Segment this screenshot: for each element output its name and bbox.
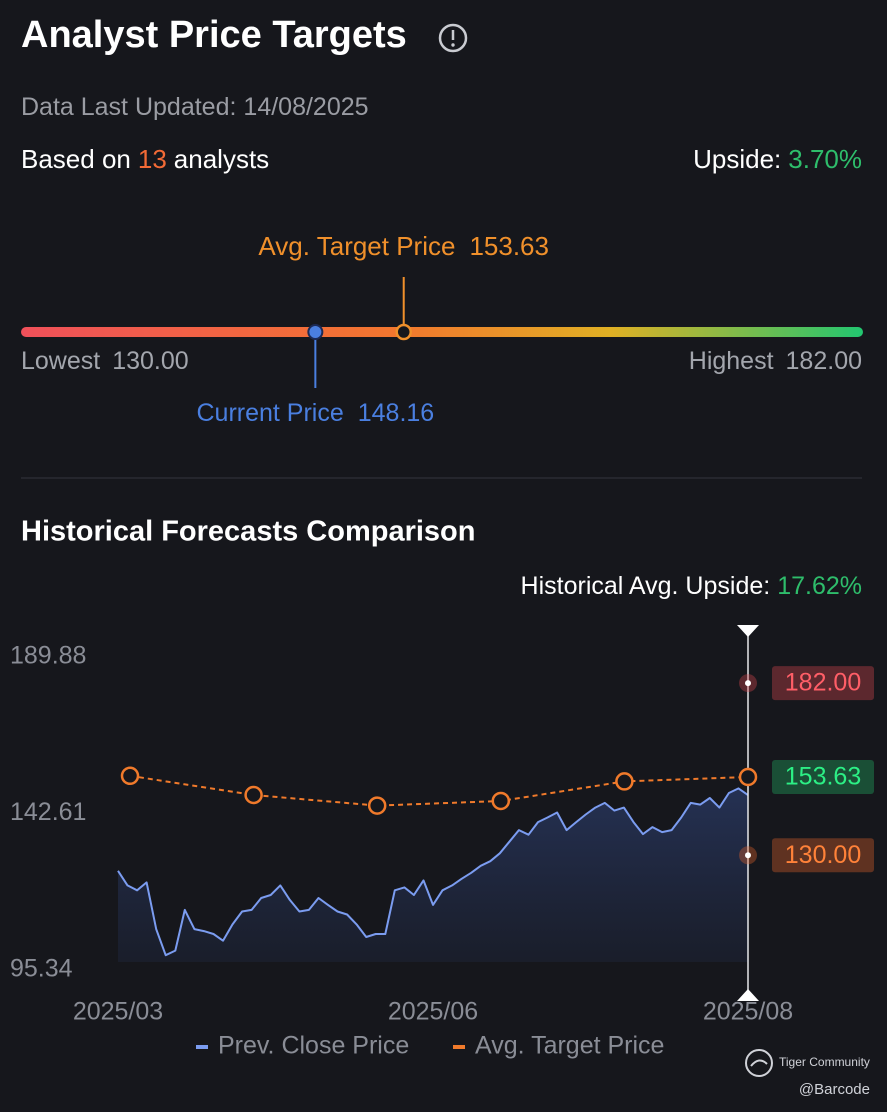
analyst-count: Based on 13 analysts: [21, 144, 269, 174]
based-suffix: analysts: [174, 144, 269, 174]
target-point: [615, 772, 634, 791]
page-title: Analyst Price Targets: [21, 14, 407, 56]
watermark-brand: Tiger Community: [779, 1055, 870, 1069]
target-point: [491, 791, 511, 811]
avg-label: Avg. Target Price: [258, 231, 455, 261]
x-tick-label: 2025/08: [703, 998, 793, 1026]
avg-value: 153.63: [469, 231, 549, 261]
cursor-bottom: [737, 989, 759, 1001]
target-point: [738, 767, 758, 787]
y-tick-label: 189.88: [10, 642, 86, 670]
range-markers: Avg. Target Price 153.63 Current Price 148.…: [196, 231, 549, 427]
y-tick-label: 142.61: [10, 798, 86, 826]
lowest: Lowest 130.00: [21, 347, 189, 375]
based-prefix: Based on: [21, 144, 131, 174]
end-label: 182.00: [785, 669, 861, 697]
highest-value: 182.00: [786, 347, 862, 375]
info-icon[interactable]: [438, 23, 468, 53]
updated: Data Last Updated: 14/08/2025: [21, 93, 369, 121]
target-line: [129, 774, 749, 807]
legend: Prev. Close Price Avg. Target Price: [196, 1032, 664, 1060]
legend-swatch: [453, 1045, 465, 1049]
target-point: [244, 785, 263, 805]
watermark-handle: @Barcode: [799, 1081, 870, 1098]
cursor-top: [737, 625, 759, 637]
current-text: Current Price 148.16: [196, 399, 434, 427]
avg-marker: [395, 323, 412, 341]
updated-date: 14/08/2025: [243, 93, 368, 121]
price-line: [117, 787, 749, 957]
chart-title: Historical Forecasts Comparison: [21, 516, 475, 548]
lowest-label: Lowest: [21, 347, 100, 375]
target-point: [120, 766, 140, 786]
analysts: 13: [138, 144, 167, 174]
chart: 95.34 142.61 189.88 2025/03 2025/06 2025/08 18…: [10, 625, 874, 1060]
price-area: [118, 788, 748, 962]
target-point: [367, 796, 387, 815]
upside: Upside: 3.70%: [693, 144, 862, 174]
y-tick-label: 95.34: [10, 955, 73, 983]
current-value: 148.16: [358, 399, 434, 427]
end-dot: [745, 680, 751, 687]
upside-value: 3.70%: [788, 144, 862, 174]
current-label: Current Price: [196, 399, 343, 427]
highest-label: Highest: [689, 347, 774, 375]
chart-subtitle: Historical Avg. Upside: 17.62%: [521, 572, 862, 600]
x-tick-label: 2025/03: [73, 998, 163, 1026]
end-badge: [772, 666, 874, 701]
end-label: 130.00: [785, 841, 861, 869]
end-dot: [745, 852, 751, 859]
lowest-value: 130.00: [112, 347, 188, 375]
current-marker: [307, 324, 324, 340]
watermark: Tiger Community @Barcode: [745, 1049, 870, 1098]
end-badge: [772, 760, 874, 795]
range-bar: [21, 327, 863, 337]
highest: Highest 182.00: [689, 347, 862, 375]
avg-text: Avg. Target Price 153.63: [258, 231, 549, 261]
legend-label: Prev. Close Price: [218, 1032, 409, 1060]
x-tick-label: 2025/06: [388, 998, 478, 1026]
updated-label: Data Last Updated:: [21, 93, 236, 121]
upside-label: Upside:: [693, 144, 781, 174]
legend-label: Avg. Target Price: [475, 1032, 664, 1060]
end-badge: [772, 838, 874, 873]
subtitle-value: 17.62%: [777, 572, 862, 600]
subtitle-label: Historical Avg. Upside:: [521, 572, 771, 600]
end-label: 153.63: [785, 763, 861, 791]
legend-swatch: [196, 1045, 208, 1049]
